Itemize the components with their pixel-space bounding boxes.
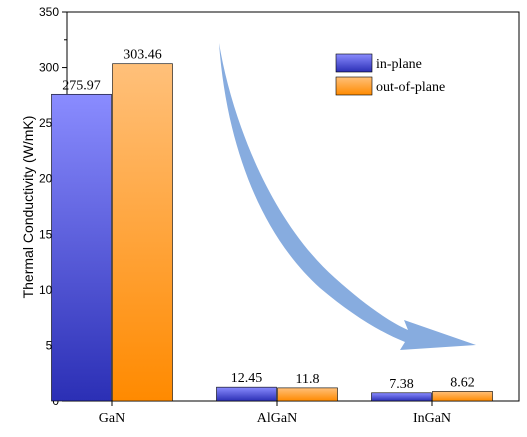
legend-label-in-plane: in-plane <box>376 57 422 72</box>
x-tick-label-InGaN: InGaN <box>413 411 451 426</box>
legend-label-out-of-plane: out-of-plane <box>376 80 445 95</box>
bar-in-plane-GaN <box>51 93 112 402</box>
legend-swatch-in-plane <box>335 53 373 73</box>
data-label-in-plane-AlGaN: 12.45 <box>231 371 263 386</box>
y-axis-title: Thermal Conductivity (W/mK) <box>20 116 36 299</box>
data-label-in-plane-GaN: 275.97 <box>62 78 101 93</box>
data-label-out-of-plane-InGaN: 8.62 <box>450 375 475 390</box>
bars: 275.97 303.46 12.45 11.8 7.38 8.62 <box>51 48 493 402</box>
legend-swatch-out-of-plane <box>335 76 373 96</box>
bar-out-of-plane-GaN <box>112 63 173 402</box>
bar-out-of-plane-AlGaN <box>277 387 338 402</box>
bar-out-of-plane-InGaN <box>432 391 493 402</box>
data-label-in-plane-InGaN: 7.38 <box>389 377 414 392</box>
x-tick-label-AlGaN: AlGaN <box>257 411 297 426</box>
data-label-out-of-plane-GaN: 303.46 <box>123 48 162 63</box>
bar-in-plane-InGaN <box>371 392 432 402</box>
x-tick-label-GaN: GaN <box>99 411 125 426</box>
trend-arrow <box>219 43 476 350</box>
legend: in-plane out-of-plane <box>335 53 445 96</box>
x-axis: GaN AlGaN InGaN <box>99 401 451 426</box>
data-label-out-of-plane-AlGaN: 11.8 <box>296 372 320 387</box>
y-tick-label: 350 <box>39 5 59 19</box>
y-tick-label: 300 <box>39 61 59 75</box>
bar-in-plane-AlGaN <box>216 386 277 402</box>
